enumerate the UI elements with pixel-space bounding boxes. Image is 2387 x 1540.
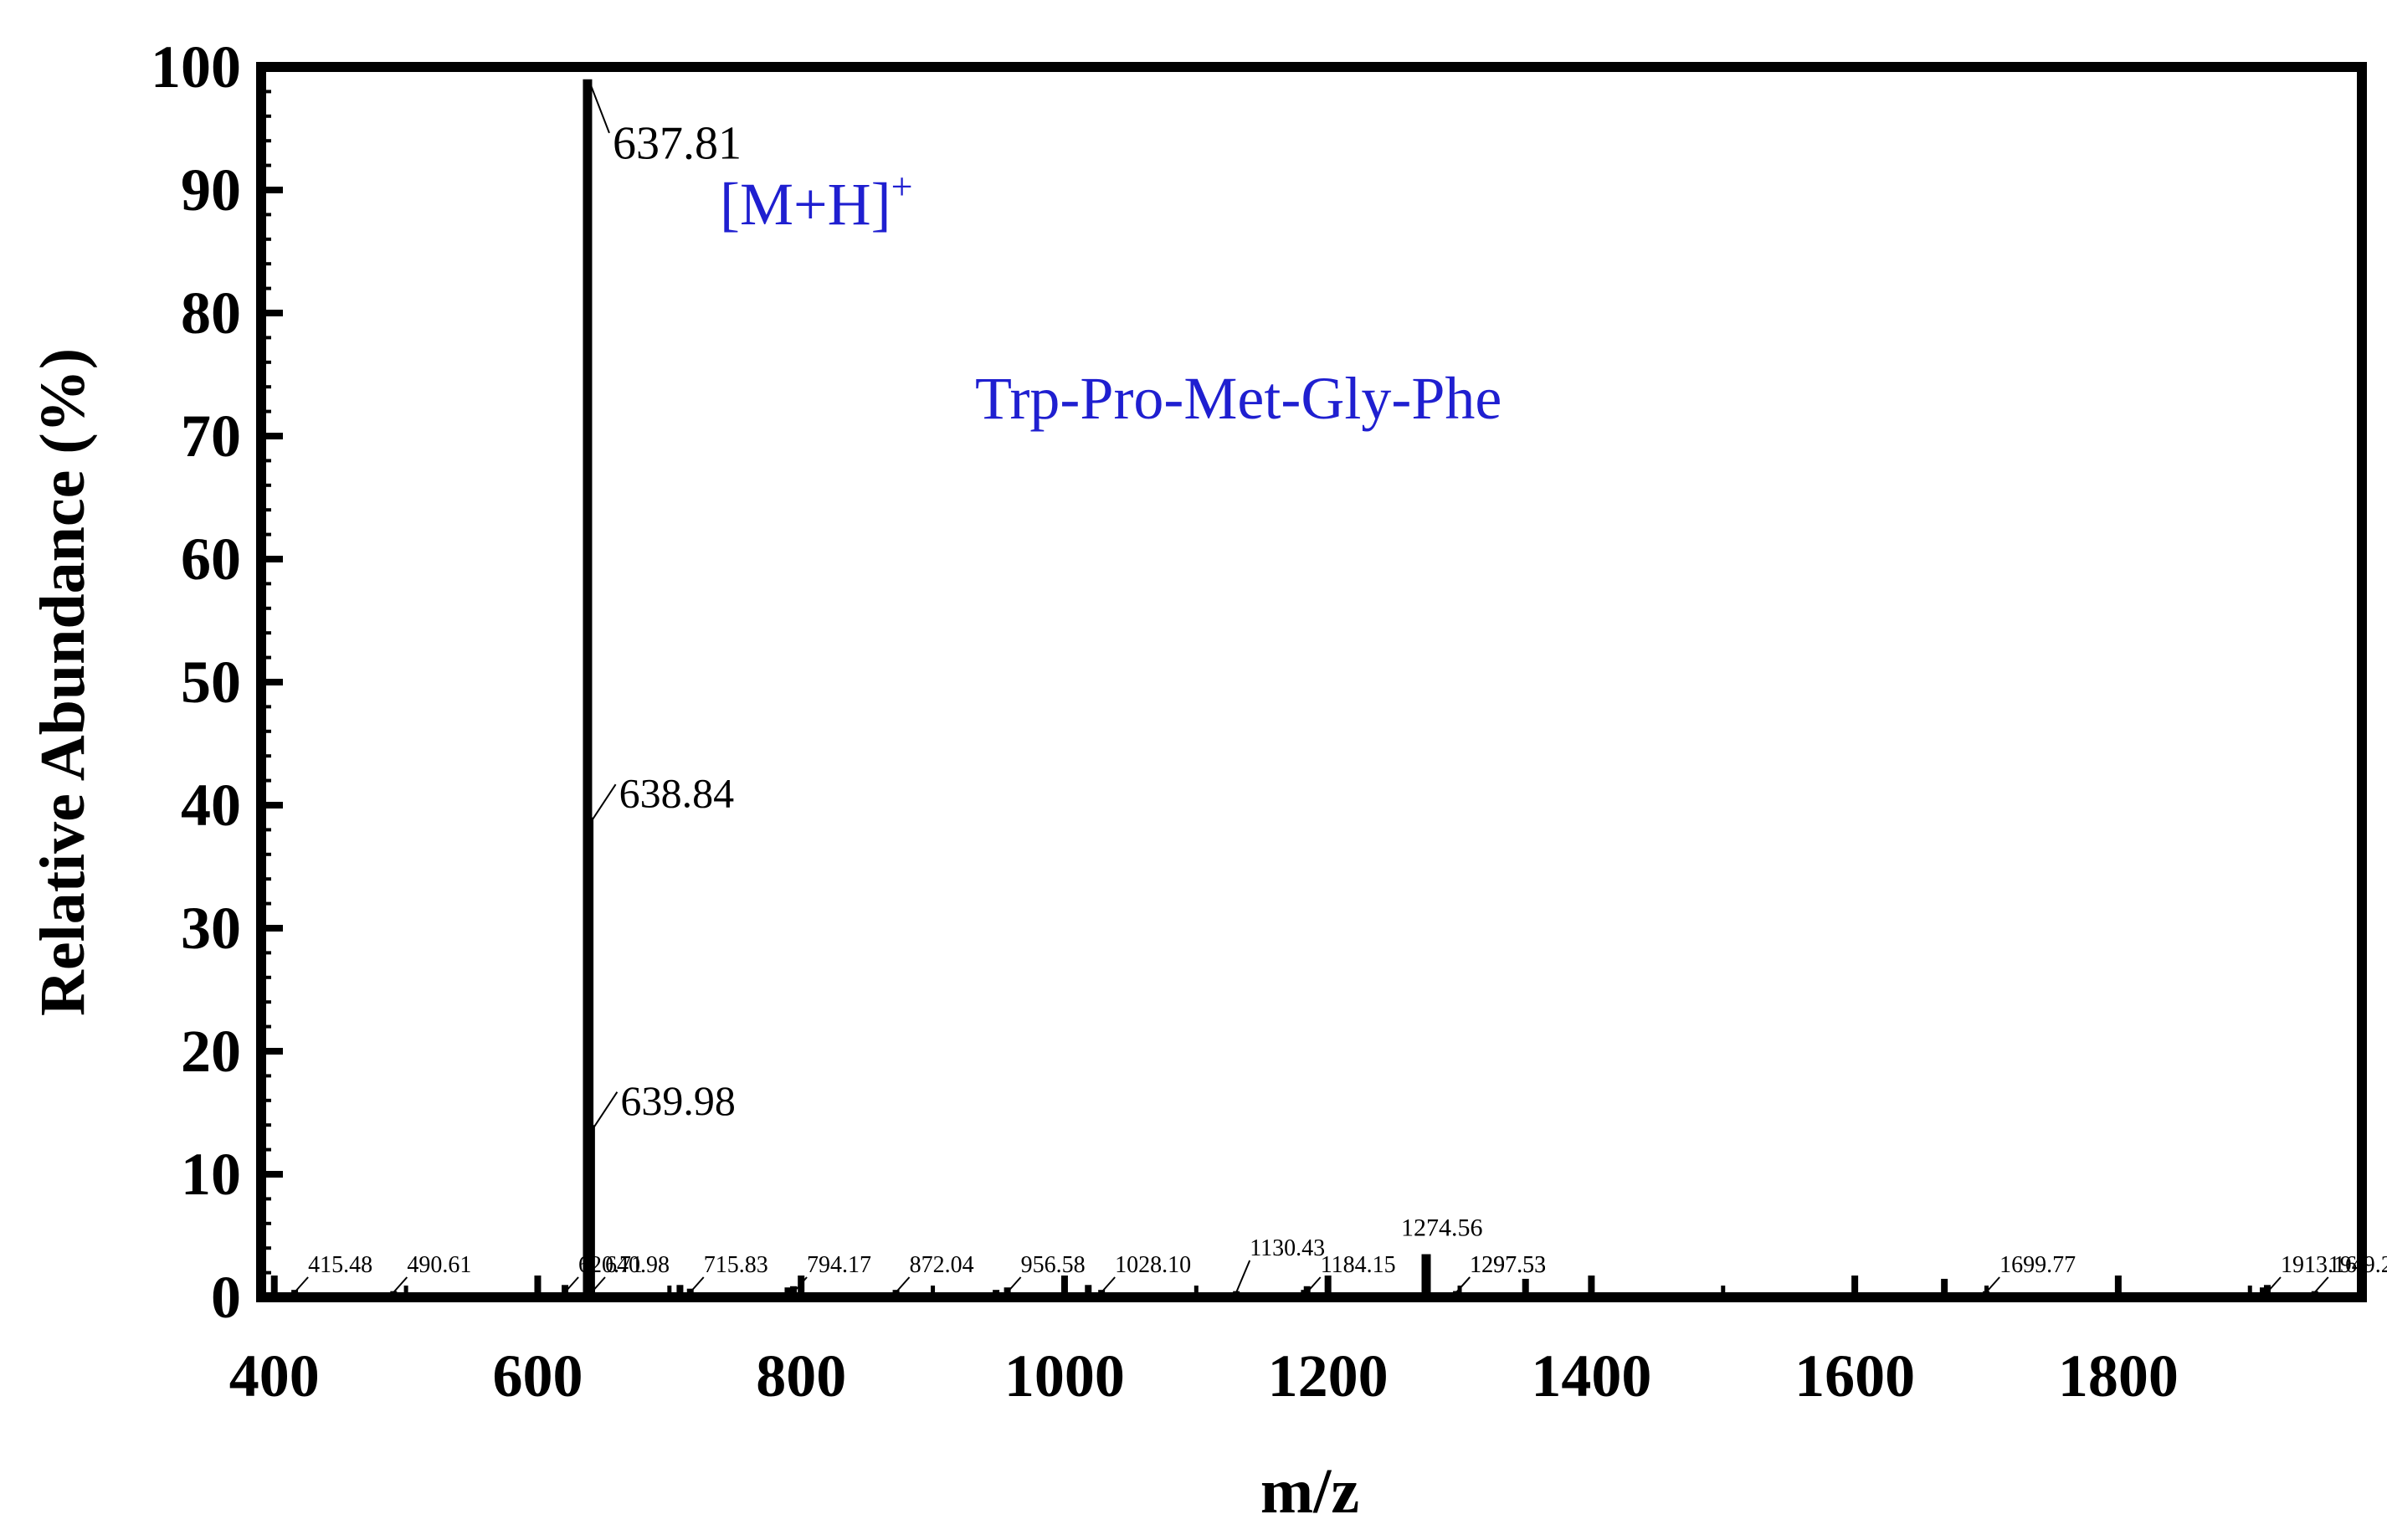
x-tick-label: 1800 bbox=[2058, 1342, 2179, 1409]
peak-label: 956.58 bbox=[1021, 1252, 1086, 1278]
peak-label: 415.48 bbox=[308, 1252, 372, 1278]
y-tick-label: 70 bbox=[181, 403, 241, 470]
x-tick-label: 1000 bbox=[1004, 1342, 1125, 1409]
peak-label-leader bbox=[1235, 1260, 1251, 1293]
peak-label-leader bbox=[2314, 1276, 2329, 1293]
peak-series bbox=[291, 79, 2318, 1297]
y-tick-label: 30 bbox=[181, 895, 241, 962]
y-tick-label: 100 bbox=[151, 33, 241, 100]
peak-label-leader bbox=[294, 1276, 309, 1293]
peak-label: 638.84 bbox=[619, 770, 735, 817]
peak-label: 794.17 bbox=[807, 1252, 871, 1278]
peak-label-leader bbox=[1306, 1276, 1322, 1293]
y-tick-label: 90 bbox=[181, 157, 241, 223]
y-tick-label: 80 bbox=[181, 280, 241, 346]
peak-label: 1028.10 bbox=[1115, 1252, 1191, 1278]
peak-label: 1699.77 bbox=[1999, 1252, 2076, 1278]
x-tick-label: 800 bbox=[756, 1342, 846, 1409]
x-axis: 400 600 800 1000 1200 1400 1600 1800 bbox=[229, 1276, 2252, 1409]
x-tick-label: 400 bbox=[229, 1342, 320, 1409]
y-axis-title: Relative Abundance (%) bbox=[28, 348, 98, 1016]
peak-label-leader bbox=[591, 1276, 606, 1293]
peak-label: 639.98 bbox=[620, 1077, 736, 1124]
peak-label-leader bbox=[393, 1276, 408, 1293]
peak-label-leader bbox=[1006, 1276, 1022, 1293]
peptide-sequence-annotation: Trp-Pro-Met-Gly-Phe bbox=[975, 365, 1502, 432]
y-tick-label: 20 bbox=[181, 1018, 241, 1085]
peak-label: 1274.56 bbox=[1401, 1214, 1483, 1242]
y-tick-label: 60 bbox=[181, 526, 241, 593]
y-tick-label: 10 bbox=[181, 1141, 241, 1208]
x-tick-label: 1600 bbox=[1794, 1342, 1915, 1409]
y-axis: 0 10 20 30 40 50 60 70 80 90 100 bbox=[151, 33, 283, 1331]
peak-label: 1913.16 bbox=[2281, 1252, 2357, 1278]
peak-label: 872.04 bbox=[910, 1252, 974, 1278]
peak-label-leader bbox=[690, 1276, 705, 1293]
peak-label: 1297.53 bbox=[1470, 1252, 1546, 1278]
y-tick-label: 0 bbox=[211, 1264, 241, 1331]
plot-frame bbox=[256, 62, 2367, 1302]
peak-label: 640.98 bbox=[605, 1252, 670, 1278]
peak-label-group: 637.81 638.84 639.98 1274.56 415.48 490.61 620… bbox=[294, 80, 2387, 1293]
peak-label: 490.61 bbox=[407, 1252, 471, 1278]
peak-label-leader bbox=[591, 1091, 619, 1131]
peak-label: 715.83 bbox=[704, 1252, 768, 1278]
peak-label: 1184.15 bbox=[1321, 1252, 1396, 1278]
peak-label-leader bbox=[895, 1276, 911, 1293]
x-tick-label: 1400 bbox=[1531, 1342, 1651, 1409]
x-tick-label: 1200 bbox=[1268, 1342, 1389, 1409]
y-tick-label: 40 bbox=[181, 772, 241, 839]
peak-label-leader bbox=[564, 1276, 579, 1293]
peak-label-leader bbox=[589, 783, 617, 824]
peak-label-leader bbox=[588, 80, 610, 134]
peak-label: 1297.53 bbox=[1470, 1252, 1546, 1278]
peak-label-leader bbox=[1101, 1276, 1116, 1293]
peak-label: 1130.43 bbox=[1250, 1235, 1325, 1261]
protonated-ion-annotation: [M+H]+ bbox=[720, 165, 913, 238]
y-tick-label: 50 bbox=[181, 649, 241, 716]
x-axis-title: m/z bbox=[1260, 1456, 1359, 1527]
peak-label: 620.71 bbox=[578, 1252, 643, 1278]
x-tick-label: 600 bbox=[492, 1342, 583, 1409]
peak-label: 637.81 bbox=[613, 118, 742, 170]
peak-label-leader bbox=[2266, 1276, 2282, 1293]
